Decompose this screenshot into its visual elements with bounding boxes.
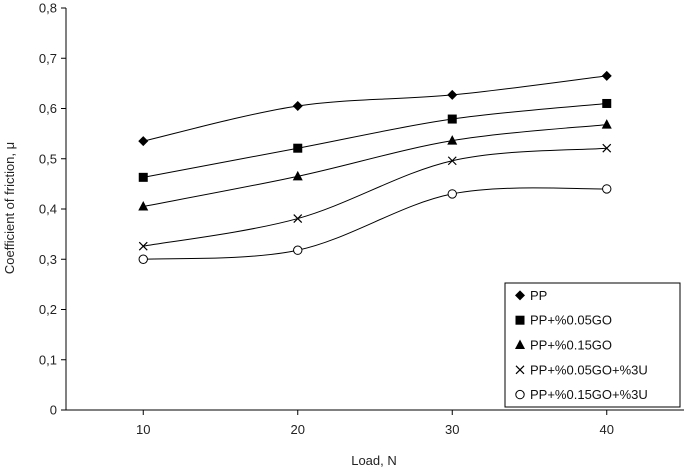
data-point-series-1 [138, 136, 149, 147]
legend-marker [515, 339, 525, 349]
data-point-series-3 [601, 119, 612, 129]
x-tick-label: 10 [136, 422, 150, 437]
data-point-series-2 [447, 114, 457, 124]
data-point-series-5 [447, 189, 457, 199]
y-tick-label: 0,4 [39, 202, 57, 217]
y-tick-label: 0,6 [39, 101, 57, 116]
x-tick-label: 30 [445, 422, 459, 437]
legend-marker [515, 315, 525, 325]
data-point-series-5 [293, 245, 303, 255]
data-point-series-5 [138, 254, 148, 264]
legend-label: PP+%0.15GO+%3U [530, 387, 648, 402]
data-point-series-4 [293, 214, 303, 223]
x-tick-label: 40 [600, 422, 614, 437]
legend-marker [515, 365, 525, 375]
data-point-series-3 [292, 170, 303, 181]
series-line-3 [143, 124, 607, 207]
y-tick-label: 0,5 [39, 151, 57, 166]
data-point-series-3 [447, 135, 458, 145]
data-point-series-2 [602, 98, 612, 108]
y-tick-label: 0,8 [39, 1, 57, 16]
legend-marker [515, 290, 525, 301]
data-point-series-2 [138, 172, 148, 182]
data-point-series-1 [601, 70, 612, 81]
legend-marker [515, 389, 525, 400]
series-curves [143, 75, 607, 260]
legend-label: PP+%0.05GO+%3U [530, 362, 648, 377]
legend-box [504, 282, 681, 408]
data-point-series-4 [138, 241, 148, 251]
legend-label: PP+%0.05GO [530, 313, 612, 328]
y-tick-label: 0,2 [39, 302, 57, 317]
series-line-5 [143, 187, 607, 260]
data-point-series-4 [447, 156, 457, 166]
legend-label: PP+%0.15GO [530, 338, 612, 353]
y-tick-label: 0,1 [39, 352, 57, 367]
data-point-series-2 [293, 143, 303, 153]
data-point-series-1 [292, 100, 303, 111]
y-axis-label: Coefficient of friction, μ [2, 142, 17, 274]
axes: 0 0,1 0,2 0,3 0,4 0,5 0,6 0,7 0,8 10 20 30 40 [39, 1, 684, 437]
legend: PP PP+%0.05GO PP+%0.15GO PP+%0.05GO+%3U PP+%… [504, 282, 681, 408]
series-line-4 [143, 147, 607, 247]
x-axis-label: Load, N [351, 453, 397, 468]
data-point-series-4 [602, 143, 612, 153]
series-line-1 [143, 75, 607, 142]
data-point-series-1 [447, 89, 458, 100]
series-line-2 [143, 102, 607, 178]
data-point-series-3 [138, 200, 149, 211]
y-tick-label: 0 [50, 403, 57, 418]
y-tick-label: 0,3 [39, 252, 57, 267]
legend-label: PP [530, 288, 547, 303]
series-markers [138, 70, 612, 264]
data-point-series-5 [602, 184, 612, 194]
x-tick-label: 20 [291, 422, 305, 437]
y-tick-label: 0,7 [39, 51, 57, 66]
